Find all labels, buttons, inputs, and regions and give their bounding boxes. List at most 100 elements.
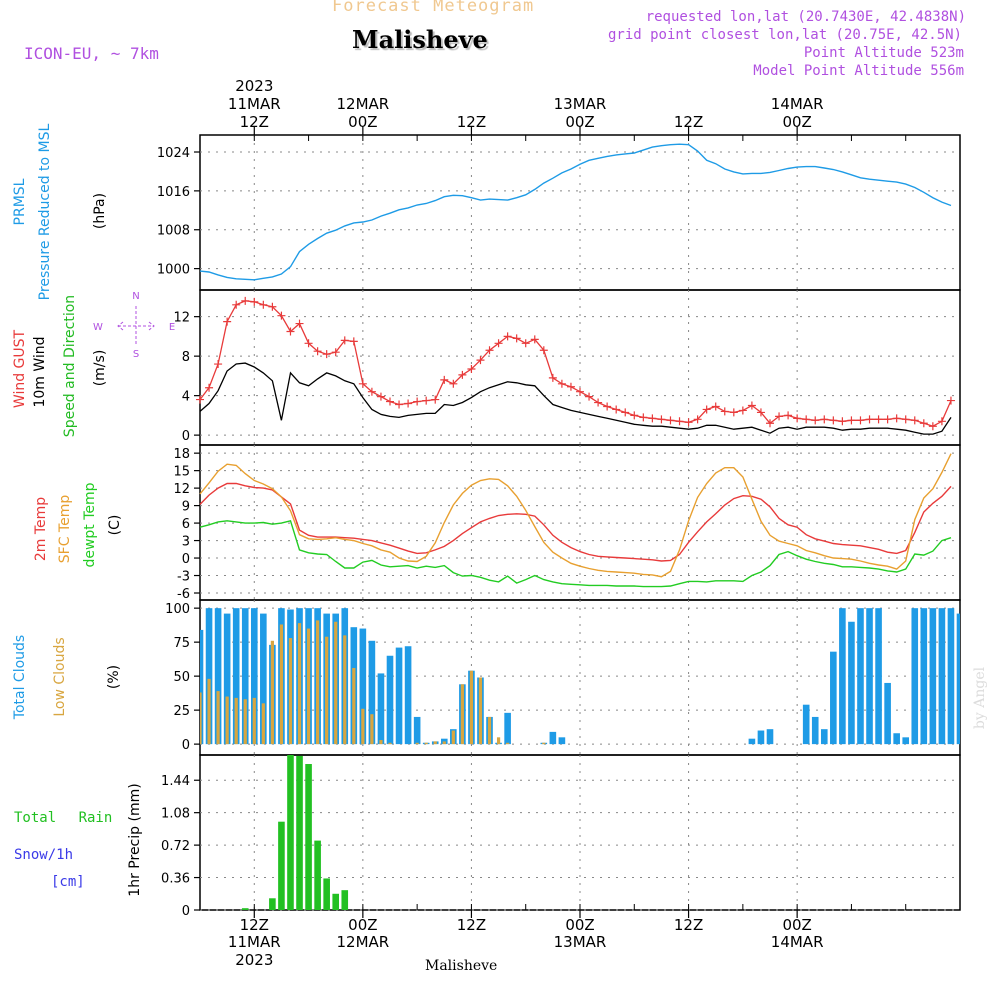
low-cloud-bar xyxy=(243,699,247,745)
bottom-time-label: 00Z xyxy=(565,916,594,934)
gust-marker xyxy=(367,387,376,396)
gust-marker xyxy=(521,339,530,348)
precipitation-ytick-label: 1.44 xyxy=(161,774,190,789)
temperature-ytick-label: 9 xyxy=(182,500,190,515)
gust-marker xyxy=(666,416,675,425)
low-cloud-bar xyxy=(207,678,211,745)
gust-marker xyxy=(738,406,747,415)
low-cloud-bar xyxy=(415,742,419,745)
gust-marker xyxy=(802,415,811,424)
total-cloud-bar xyxy=(938,608,946,745)
wind-ytick-label: 0 xyxy=(182,429,190,444)
rain-bar xyxy=(332,893,340,910)
rain-bar xyxy=(341,890,349,910)
gust-marker xyxy=(657,415,666,424)
low-cloud-bar xyxy=(352,667,356,745)
requested-coords: requested lon,lat (20.7430E, 42.4838N) xyxy=(645,9,966,25)
bottom-time-label: 12Z xyxy=(457,916,486,934)
gust-marker xyxy=(386,397,394,406)
bottom-date-label: 11MAR xyxy=(228,933,281,951)
low-cloud-bar xyxy=(279,624,284,745)
snow-unit-legend: [cm] xyxy=(51,874,85,890)
top-date-label: 14MAR xyxy=(771,95,824,113)
pressure-ytick-label: 1000 xyxy=(157,263,190,278)
rain-bar xyxy=(296,755,303,910)
total-cloud-bar xyxy=(911,608,919,745)
gust-marker xyxy=(838,417,847,426)
rain-bar xyxy=(278,821,285,910)
gust-marker xyxy=(874,415,883,424)
total-cloud-bar xyxy=(260,613,267,745)
low-cloud-bar xyxy=(306,628,311,745)
low-cloud-bar xyxy=(325,636,329,745)
bottom-date-label: 12MAR xyxy=(336,933,389,951)
low-cloud-bar xyxy=(496,737,501,745)
model-label: ICON-EU, ~ 7km xyxy=(24,44,159,63)
gust-marker xyxy=(711,402,720,411)
precipitation-ytick-label: 0 xyxy=(182,904,190,919)
bottom-time-label: 00Z xyxy=(782,916,811,934)
temp-2m-line xyxy=(199,482,952,562)
gust-marker xyxy=(702,405,711,414)
total-cloud-bar xyxy=(766,729,774,745)
low-cloud-bar xyxy=(316,620,320,745)
low-cloud-bar xyxy=(460,684,464,745)
location-title: Malisheve xyxy=(352,25,488,54)
gust-marker xyxy=(241,296,250,305)
precipitation-ytick-label: 1.08 xyxy=(161,807,190,822)
total-cloud-bar xyxy=(820,729,828,745)
total-cloud-bar xyxy=(947,608,955,745)
snow-legend: Snow/1h xyxy=(14,847,74,863)
gust-marker xyxy=(892,414,901,423)
bottom-time-label: 00Z xyxy=(348,916,377,934)
bottom-time-label: 12Z xyxy=(240,916,269,934)
gust-marker xyxy=(811,416,820,425)
wind-ytick-label: 4 xyxy=(182,390,190,405)
gust-marker xyxy=(277,311,286,320)
total-cloud-bar xyxy=(232,608,240,745)
gust-marker xyxy=(476,356,485,365)
gust-marker xyxy=(376,392,385,401)
compass-rose-icon xyxy=(117,306,155,346)
gust-marker xyxy=(766,419,774,428)
gust-marker xyxy=(295,319,304,328)
gust-marker xyxy=(847,416,856,425)
pressure-ytick-label: 1016 xyxy=(157,185,190,200)
top-date-label: 13MAR xyxy=(554,95,607,113)
wind-gust-line xyxy=(199,300,952,427)
gust-marker xyxy=(223,317,232,326)
temperature-ytick-label: 3 xyxy=(182,535,190,550)
wind-speed-line xyxy=(199,362,952,435)
rain-bar xyxy=(287,755,294,910)
low-cloud-bar xyxy=(225,696,229,745)
gust-marker xyxy=(458,370,467,379)
low-cloud-bar xyxy=(252,697,256,745)
total-cloud-bar xyxy=(359,628,367,745)
gust-marker xyxy=(684,418,693,427)
gust-marker xyxy=(322,350,331,359)
temperature-ytick-label: 12 xyxy=(173,482,190,497)
gust-marker xyxy=(784,411,793,420)
total-cloud-bar xyxy=(205,608,213,745)
total-cloud-bar xyxy=(839,608,846,745)
gust-marker xyxy=(856,416,865,425)
precipitation-ytick-label: 0.72 xyxy=(161,839,190,854)
gust-marker xyxy=(259,300,268,309)
gust-marker xyxy=(214,360,223,369)
gust-marker xyxy=(358,379,367,388)
gust-marker xyxy=(196,395,204,404)
low-cloud-bar xyxy=(487,716,492,745)
pressure-ytick-label: 1024 xyxy=(157,146,190,161)
low-cloud-bar xyxy=(288,638,293,745)
gust-marker xyxy=(449,379,458,388)
gust-marker xyxy=(603,402,612,411)
gust-marker xyxy=(747,401,756,410)
gust-marker xyxy=(268,302,277,311)
top-time-label: 00Z xyxy=(565,113,594,131)
gust-marker xyxy=(313,347,322,356)
gust-marker xyxy=(431,395,440,404)
top-time-label: 12Z xyxy=(240,113,269,131)
total-cloud-bar xyxy=(214,608,222,745)
top-time-label: 12Z xyxy=(457,113,486,131)
gust-marker xyxy=(865,415,874,424)
